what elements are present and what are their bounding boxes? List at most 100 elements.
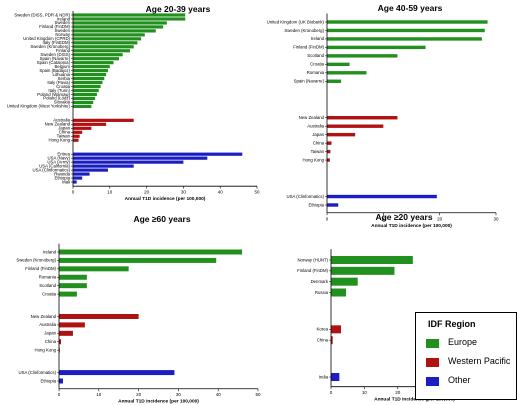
y-tick-label: Scotland (307, 53, 324, 58)
bar (73, 152, 243, 156)
y-tick-label: Finland (FinDM) (25, 266, 56, 271)
y-tick-label: Denmark (311, 279, 329, 284)
y-tick-label: Italy (Pavia) (47, 80, 70, 85)
bar (73, 65, 110, 69)
x-axis-label: Annual T1D incidence (per 100,000) (118, 399, 199, 405)
y-tick-label: Japan (44, 331, 56, 336)
bar (327, 45, 426, 50)
bar (73, 138, 79, 142)
x-tick-label: 0 (330, 390, 333, 395)
bar (73, 88, 99, 93)
x-tick-label: 20 (395, 390, 401, 395)
x-tick-label: 50 (255, 392, 261, 397)
bar (59, 322, 85, 328)
x-tick-label: 50 (254, 190, 260, 195)
bar (73, 104, 92, 108)
y-tick-label: New Zealand (31, 314, 57, 319)
y-tick-label: Spain (Navarre) (294, 79, 325, 84)
y-tick-label: Sweden (54, 28, 70, 33)
x-tick-label: 30 (176, 392, 182, 397)
bar (73, 168, 108, 172)
y-tick-label: United Kingdom (UK Biobank) (267, 19, 325, 24)
bar (331, 336, 333, 345)
bar (327, 141, 332, 145)
y-tick-label: Norway (HUNT) (297, 257, 328, 262)
y-tick-label: Taiwan (57, 134, 71, 139)
y-tick-label: Serbia (58, 76, 71, 81)
x-tick-label: 10 (362, 390, 368, 395)
bar (73, 160, 184, 164)
bar (73, 25, 164, 29)
y-tick-label: Finland (FinDM) (297, 268, 328, 273)
panel-title: Age 40-59 years (378, 3, 443, 13)
bar (59, 378, 63, 384)
bar (327, 54, 398, 58)
y-tick-label: Croatia (56, 84, 70, 89)
y-tick-label: Ireland (311, 36, 325, 41)
y-tick-label: Poland (Warsaw) (37, 92, 70, 97)
y-tick-label: Spain (Badajoz) (39, 68, 70, 73)
y-tick-label: Belgium (54, 64, 70, 69)
legend-title: IDF Region (428, 319, 476, 329)
bar (59, 249, 243, 255)
x-axis-label: Annual T1D incidence (per 100,000) (125, 196, 206, 202)
bar (59, 291, 77, 297)
y-tick-label: Eritrea (57, 151, 70, 156)
y-tick-label: Taiwan (311, 149, 325, 154)
x-tick-label: 10 (107, 190, 113, 195)
y-tick-label: Sweden (DISS, PDR & NDR) (14, 12, 70, 17)
y-tick-label: Sweden (54, 20, 70, 25)
y-tick-label: USA (Army) (47, 159, 70, 164)
bar (327, 203, 339, 207)
x-tick-label: 30 (181, 190, 187, 195)
x-tick-label: 10 (381, 216, 387, 221)
x-tick-label: 0 (58, 392, 61, 397)
y-tick-label: Finland (FinDM) (293, 45, 324, 50)
bar (59, 370, 175, 376)
y-tick-label: Italy (FinEDM) (43, 40, 71, 45)
bar (59, 257, 217, 263)
y-tick-label: Russia (315, 290, 329, 295)
y-tick-label: Romania (39, 275, 57, 280)
bar (73, 37, 142, 41)
y-tick-label: Finland (FinDM) (39, 24, 70, 29)
legend-label-western-pacific: Western Pacific (448, 356, 511, 366)
x-tick-label: 20 (136, 392, 142, 397)
legend-swatch-other (426, 377, 439, 386)
y-tick-label: China (313, 140, 325, 145)
x-axis-label: Annual T1D incidence (per 100,000) (374, 397, 455, 403)
y-tick-label: Australia (39, 322, 56, 327)
y-tick-label: Poland (Łódź) (43, 96, 70, 101)
bar (73, 172, 90, 176)
legend: IDF Region Europe Western Pacific Other (415, 312, 517, 400)
x-tick-label: 20 (437, 216, 443, 221)
bar (73, 29, 156, 33)
y-tick-label: United Kingdom (West Yorkshire) (7, 104, 71, 109)
bar (327, 124, 384, 128)
bar (73, 45, 134, 49)
bar (331, 256, 413, 264)
y-tick-label: USA (Clinformatics) (19, 370, 57, 375)
bar (59, 339, 61, 345)
y-tick-label: Italy (Turin) (48, 88, 70, 93)
bar (73, 53, 123, 57)
y-tick-label: Finland (56, 48, 71, 53)
y-tick-label: New Zealand (45, 122, 71, 127)
bar (327, 20, 488, 24)
y-tick-label: Romania (307, 70, 325, 75)
bar (327, 28, 485, 33)
bar (59, 283, 87, 289)
panel-title: Age ≥20 years (375, 212, 432, 222)
panel-title: Age ≥60 years (133, 214, 190, 224)
y-tick-label: Lithuania (53, 72, 71, 77)
y-tick-label: Mali (62, 179, 70, 184)
bar (73, 176, 83, 180)
bar (73, 156, 208, 160)
bar (73, 72, 107, 77)
legend-swatch-europe (426, 339, 439, 348)
bar (73, 57, 119, 61)
x-tick-label: 20 (144, 190, 150, 195)
y-tick-label: Croatia (42, 291, 56, 296)
bar (73, 49, 131, 53)
